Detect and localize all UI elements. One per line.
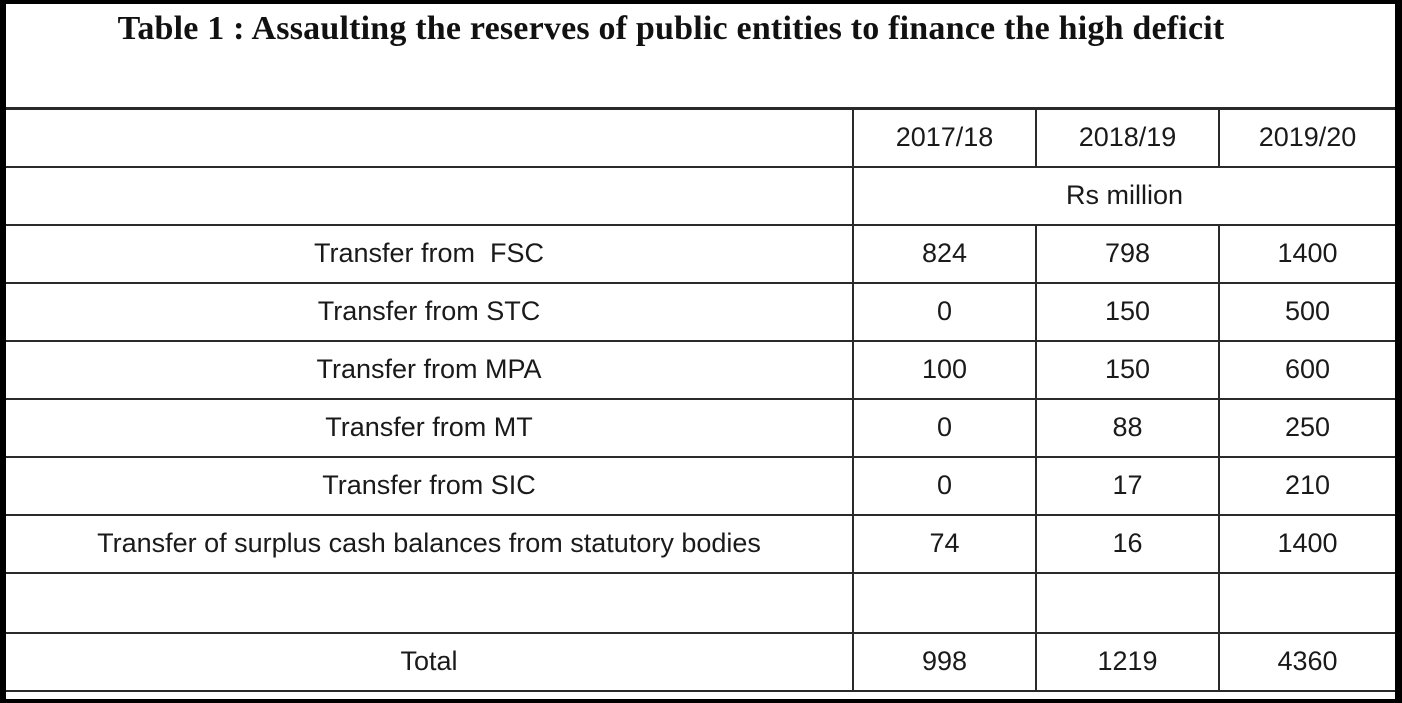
reserves-table: 2017/18 2018/19 2019/20 Rs million Trans… [6, 107, 1395, 692]
total-value: 4360 [1218, 631, 1395, 692]
cell-value: 798 [1035, 223, 1220, 284]
blank-row [6, 571, 1395, 634]
header-cell: 2018/19 [1035, 107, 1220, 168]
header-cell-blank [6, 107, 854, 168]
header-row: 2017/18 2018/19 2019/20 [6, 107, 1395, 168]
total-value: 998 [852, 631, 1037, 692]
cell-value: 210 [1218, 455, 1395, 516]
cell-value: 824 [852, 223, 1037, 284]
cell-value: 150 [1035, 339, 1220, 400]
cell-value: 1400 [1218, 223, 1395, 284]
unit-label: Rs million [852, 165, 1395, 226]
table-row: Transfer from STC 0 150 500 [6, 281, 1395, 342]
cell-value: 250 [1218, 397, 1395, 458]
cell-value: 74 [852, 513, 1037, 574]
row-label: Transfer from SIC [6, 455, 854, 516]
table-row: Transfer from MPA 100 150 600 [6, 339, 1395, 400]
cell-value: 0 [852, 281, 1037, 342]
unit-row-blank [6, 165, 854, 226]
cell-value: 150 [1035, 281, 1220, 342]
total-row: Total 998 1219 4360 [6, 631, 1395, 692]
table-title: Table 1 : Assaulting the reserves of pub… [117, 10, 1225, 47]
total-value: 1219 [1035, 631, 1220, 692]
row-label: Transfer from STC [6, 281, 854, 342]
blank-cell [1035, 571, 1220, 634]
cell-value: 17 [1035, 455, 1220, 516]
blank-cell [852, 571, 1037, 634]
cell-value: 16 [1035, 513, 1220, 574]
cell-value: 500 [1218, 281, 1395, 342]
cell-value: 100 [852, 339, 1037, 400]
total-label: Total [6, 631, 854, 692]
row-label: Transfer from MPA [6, 339, 854, 400]
table-row: Transfer from FSC 824 798 1400 [6, 223, 1395, 284]
cell-value: 0 [852, 397, 1037, 458]
blank-cell [1218, 571, 1395, 634]
cell-value: 1400 [1218, 513, 1395, 574]
cell-value: 88 [1035, 397, 1220, 458]
table-row: Transfer from MT 0 88 250 [6, 397, 1395, 458]
row-label: Transfer of surplus cash balances from s… [6, 513, 854, 574]
unit-row: Rs million [6, 165, 1395, 226]
document-page: Table 1 : Assaulting the reserves of pub… [6, 4, 1395, 699]
cell-value: 600 [1218, 339, 1395, 400]
header-cell: 2019/20 [1218, 107, 1395, 168]
header-cell: 2017/18 [852, 107, 1037, 168]
row-label: Transfer from FSC [6, 223, 854, 284]
blank-cell [6, 571, 854, 634]
cell-value: 0 [852, 455, 1037, 516]
row-label: Transfer from MT [6, 397, 854, 458]
table-row: Transfer from SIC 0 17 210 [6, 455, 1395, 516]
table-row: Transfer of surplus cash balances from s… [6, 513, 1395, 574]
